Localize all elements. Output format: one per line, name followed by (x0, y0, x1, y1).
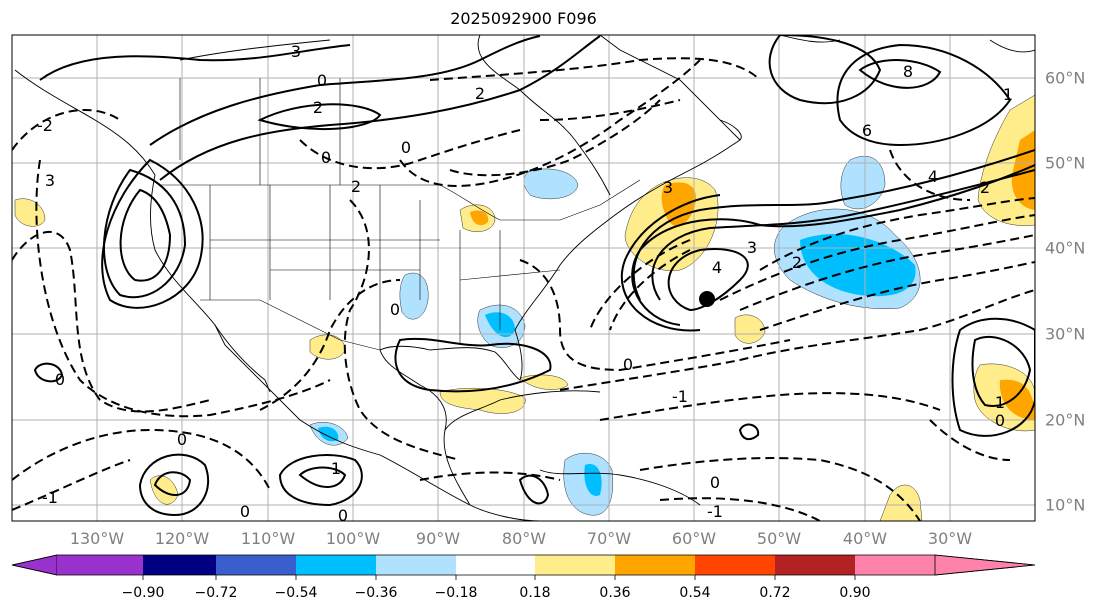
orange-patch-greatlakes (470, 210, 489, 226)
contour-label: 0 (321, 148, 331, 167)
colorbar-segment (615, 555, 695, 575)
lon-label: 40°W (842, 529, 888, 548)
contour-label: 0 (240, 502, 250, 521)
colorbar-tick: −0.72 (194, 585, 238, 601)
political-borders (160, 78, 641, 351)
colorbar-segment (296, 555, 376, 575)
colorbar-segment (456, 555, 535, 575)
yellow-patch-caribbean (439, 387, 526, 414)
contour-label: 3 (291, 42, 301, 61)
contour-label: 0 (710, 473, 720, 492)
blue-core-atlantic (800, 234, 916, 297)
contour-label: 4 (712, 258, 722, 277)
contour-label: 6 (862, 121, 872, 140)
blue-patch-north (840, 155, 886, 210)
contour-label: 3 (663, 178, 673, 197)
colorbar-tick: −0.90 (121, 585, 165, 601)
contour-labels: 3 0 2 2 0 0 2 8 6 4 4 3 2 2 3 -1 0 0 1 0… (37, 42, 1013, 525)
contour-label: 0 (317, 71, 327, 90)
contour-label: -2 (37, 116, 53, 135)
blue-core-caribbean-south (584, 464, 602, 496)
lat-label: 10°N (1045, 495, 1086, 515)
yellow-patch-south-atlantic (879, 484, 923, 521)
contour-label: 8 (903, 62, 913, 81)
colorbar-outline (11, 554, 1036, 576)
contour-label: 3 (45, 171, 55, 190)
map-frame (11, 34, 1036, 522)
contour-label: 2 (313, 98, 323, 117)
colorbar-extend-max (934, 554, 1036, 576)
contour-label: 0 (623, 355, 633, 374)
lon-label: 50°W (756, 529, 802, 548)
colorbar-tick: −0.18 (434, 585, 478, 601)
contours-positive (33, 35, 1035, 517)
colorbar-segment (535, 555, 615, 575)
contour-label: 0 (177, 430, 187, 449)
contour-label: 0 (401, 138, 411, 157)
lon-label: 130°W (69, 529, 125, 548)
contour-label: 1 (1003, 85, 1013, 104)
colorbar-segment (855, 555, 935, 575)
colorbar-segment (376, 555, 456, 575)
lat-label: 40°N (1045, 238, 1086, 258)
lon-label: 120°W (154, 529, 210, 548)
contour-label: 1 (995, 393, 1005, 412)
colorbar-extend-min (11, 554, 58, 576)
contours-negative (12, 57, 1035, 521)
coastlines (14, 35, 1035, 521)
colorbar (11, 554, 1036, 580)
orange-patch-east-atlantic (999, 379, 1035, 420)
lon-label: 100°W (325, 529, 381, 548)
lon-label: 30°W (927, 529, 973, 548)
colorbar-tick: 0.90 (839, 585, 871, 601)
lon-label: 90°W (415, 529, 461, 548)
contour-label: -1 (672, 387, 688, 406)
lon-label: 110°W (240, 529, 296, 548)
orange-patch-canada (661, 182, 696, 226)
contour-label: 2 (351, 177, 361, 196)
colorbar-tick: 0.54 (679, 585, 711, 601)
contour-label: 0 (338, 506, 348, 525)
contour-label: -1 (42, 488, 58, 507)
colorbar-tick: −0.36 (354, 585, 398, 601)
chart-title: 2025092900 F096 (450, 9, 597, 28)
colorbar-tick: 0.72 (759, 585, 791, 601)
contour-label: 1 (331, 459, 341, 478)
colorbar-segment (775, 555, 855, 575)
colorbar-segment (143, 555, 216, 575)
contour-label: 4 (928, 167, 938, 186)
colorbar-segment (695, 555, 775, 575)
lat-label: 60°N (1045, 68, 1086, 88)
colorbar-tick: 0.18 (519, 585, 551, 601)
contour-label: -1 (707, 502, 723, 521)
yellow-patch-mid-atlantic (734, 314, 766, 344)
lat-label: 30°N (1045, 324, 1086, 344)
blue-core-pacific (318, 426, 339, 442)
colorbar-segment (216, 555, 296, 575)
contour-label: 0 (55, 370, 65, 389)
location-marker (699, 291, 715, 307)
lon-label: 60°W (671, 529, 717, 548)
contour-label: 0 (995, 411, 1005, 430)
colorbar-segment (57, 555, 143, 575)
lon-label: 80°W (501, 529, 547, 548)
contour-label: 0 (390, 300, 400, 319)
contour-label: 3 (747, 238, 757, 257)
colorbar-tick: −0.54 (274, 585, 318, 601)
contour-label: 2 (980, 178, 990, 197)
lat-label: 50°N (1045, 153, 1086, 173)
contour-label: 2 (475, 84, 485, 103)
contour-label: 2 (792, 253, 802, 272)
blue-patch-gulf (399, 272, 429, 320)
lat-label: 20°N (1045, 410, 1086, 430)
colorbar-tick: 0.36 (599, 585, 631, 601)
lon-label: 70°W (586, 529, 632, 548)
